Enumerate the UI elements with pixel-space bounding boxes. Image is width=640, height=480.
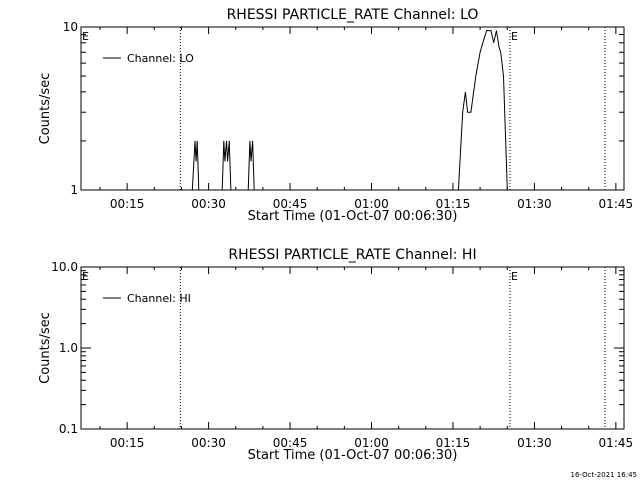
panel-1-x-tick-label: 00:15 [110, 197, 145, 211]
panel-1-series-line [191, 30, 508, 191]
panel-2-x-tick-label: 01:00 [354, 436, 389, 450]
panel-2-x-tick-label: 01:15 [436, 436, 471, 450]
panel-2-event-marker: E [82, 270, 89, 283]
panel-2-y-tick-label: 0.1 [59, 422, 78, 436]
panel-2-y-tick-label: 1.0 [59, 341, 78, 355]
panel-2-x-tick-label: 00:15 [110, 436, 145, 450]
panel-1-y-axis-label: Counts/sec [38, 73, 53, 145]
panel-2-title: RHESSI PARTICLE_RATE Channel: HI [228, 247, 476, 263]
panel-1-x-tick-label: 01:30 [517, 197, 552, 211]
panel-1-event-marker: E [82, 30, 89, 43]
panel-2-x-tick-label: 01:30 [517, 436, 552, 450]
panel-1-y-tick-label: 1 [70, 183, 78, 197]
panel-2-legend-label: Channel: HI [127, 292, 191, 305]
panel-1-legend-label: Channel: LO [127, 52, 194, 65]
panel-2-x-tick-label: 00:45 [273, 436, 308, 450]
panel-2-x-tick-label: 00:30 [191, 436, 226, 450]
panel-1-y-tick-label: 10 [63, 20, 78, 34]
panel-1-x-tick-label: 00:45 [273, 197, 308, 211]
panel-2-event-marker: E [511, 270, 518, 283]
footer-timestamp: 16-Oct-2021 16:45 [571, 471, 637, 479]
panel-2-y-tick-label: 10.0 [51, 260, 78, 274]
panel-2-x-axis-label: Start Time (01-Oct-07 00:06:30) [248, 448, 458, 463]
panel-1-title: RHESSI PARTICLE_RATE Channel: LO [227, 7, 479, 23]
panel-1-event-marker: E [511, 30, 518, 43]
panel-2-y-axis-label: Counts/sec [38, 312, 53, 384]
panel-1-x-tick-label: 00:30 [191, 197, 226, 211]
panel-2-x-tick-label: 01:45 [599, 436, 634, 450]
panel-1-x-tick-label: 01:15 [436, 197, 471, 211]
panel-1-x-tick-label: 01:45 [599, 197, 634, 211]
panel-1-x-tick-label: 01:00 [354, 197, 389, 211]
panel-1-x-axis-label: Start Time (01-Oct-07 00:06:30) [248, 209, 458, 224]
